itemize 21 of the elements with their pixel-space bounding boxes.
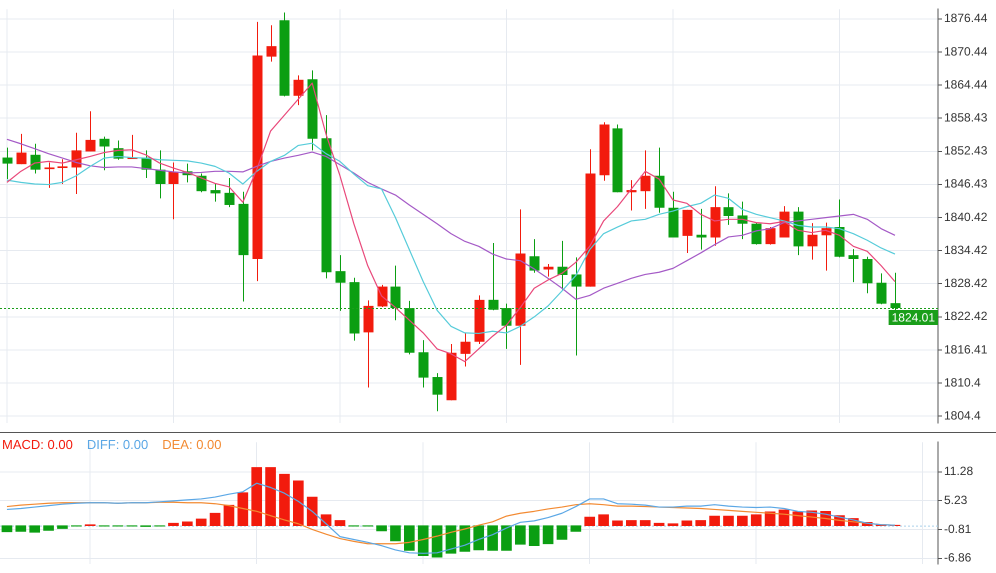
y-tick-label: 1816.41 xyxy=(944,342,988,356)
text: DEA: 0.00 xyxy=(162,437,222,452)
text: DIFF: 0.00 xyxy=(86,437,148,452)
y-tick-label: 1840.42 xyxy=(944,210,988,224)
y-tick-label: -0.81 xyxy=(944,522,972,536)
y-tick-label: -6.86 xyxy=(944,550,972,565)
y-tick-label: 1822.42 xyxy=(944,309,988,324)
y-tick-label: 5.23 xyxy=(944,493,968,508)
y-tick-label: 1876.44 xyxy=(944,11,988,26)
y-tick-label: 1810.4 xyxy=(944,375,982,390)
y-tick-label: 1834.42 xyxy=(944,242,988,257)
text: MACD: 0.00 xyxy=(2,437,73,452)
y-tick-label: 1870.44 xyxy=(944,44,988,58)
y-tick-label: 1846.43 xyxy=(944,176,988,191)
y-tick-label: 1804.4 xyxy=(944,408,982,422)
ref-line-label: 1824.01 xyxy=(892,310,936,324)
y-tick-label: 1828.42 xyxy=(944,276,988,290)
y-tick-label: 1858.43 xyxy=(944,110,988,125)
y-tick-label: 1852.43 xyxy=(944,144,988,158)
y-tick-label: 11.28 xyxy=(944,464,974,478)
y-tick-label: 1864.44 xyxy=(944,77,988,92)
